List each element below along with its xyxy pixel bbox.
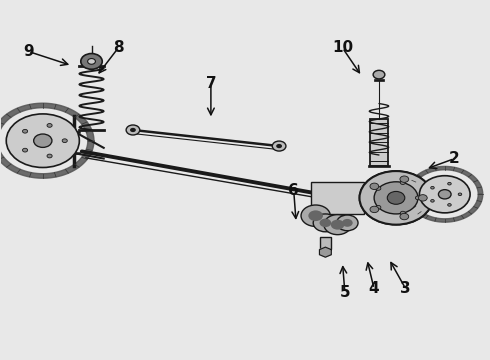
Circle shape	[387, 192, 405, 204]
Circle shape	[23, 148, 27, 152]
Polygon shape	[319, 247, 331, 257]
Circle shape	[360, 171, 433, 225]
Circle shape	[376, 186, 381, 190]
Text: 9: 9	[23, 44, 33, 59]
Circle shape	[47, 154, 52, 158]
Bar	[370, 118, 388, 166]
Circle shape	[374, 182, 418, 214]
Circle shape	[400, 213, 409, 220]
Circle shape	[301, 205, 330, 226]
Circle shape	[439, 190, 451, 199]
Circle shape	[376, 206, 381, 209]
Circle shape	[34, 134, 52, 147]
Circle shape	[448, 204, 451, 206]
Bar	[311, 182, 365, 214]
Circle shape	[400, 181, 405, 184]
Text: 7: 7	[206, 76, 216, 91]
Circle shape	[400, 211, 405, 215]
Circle shape	[431, 199, 434, 202]
Circle shape	[458, 193, 462, 195]
Circle shape	[387, 191, 405, 204]
Circle shape	[370, 206, 379, 213]
Polygon shape	[0, 103, 94, 178]
Circle shape	[319, 219, 331, 227]
Circle shape	[342, 219, 353, 227]
Circle shape	[276, 144, 282, 148]
Text: 10: 10	[332, 40, 353, 55]
Text: 6: 6	[288, 183, 299, 198]
Polygon shape	[407, 166, 483, 222]
Bar	[319, 237, 331, 249]
Circle shape	[431, 186, 434, 189]
Circle shape	[324, 215, 351, 235]
Circle shape	[419, 176, 470, 213]
Text: 2: 2	[449, 151, 460, 166]
Circle shape	[308, 210, 323, 221]
Circle shape	[373, 70, 385, 79]
Circle shape	[126, 125, 140, 135]
Circle shape	[88, 59, 96, 64]
Circle shape	[418, 195, 427, 201]
Text: 8: 8	[113, 40, 123, 55]
Circle shape	[23, 129, 27, 133]
Text: 5: 5	[340, 285, 350, 300]
Circle shape	[272, 141, 286, 151]
Circle shape	[370, 183, 379, 189]
Circle shape	[81, 54, 102, 69]
Circle shape	[448, 183, 451, 185]
Circle shape	[416, 196, 420, 200]
Text: 3: 3	[400, 282, 411, 296]
Circle shape	[130, 128, 136, 132]
Circle shape	[6, 114, 79, 167]
Circle shape	[62, 139, 67, 143]
Circle shape	[337, 215, 358, 231]
Circle shape	[47, 123, 52, 127]
Circle shape	[331, 220, 344, 230]
Text: 4: 4	[369, 282, 379, 296]
Circle shape	[360, 171, 433, 225]
Circle shape	[400, 176, 409, 183]
Circle shape	[313, 214, 338, 232]
